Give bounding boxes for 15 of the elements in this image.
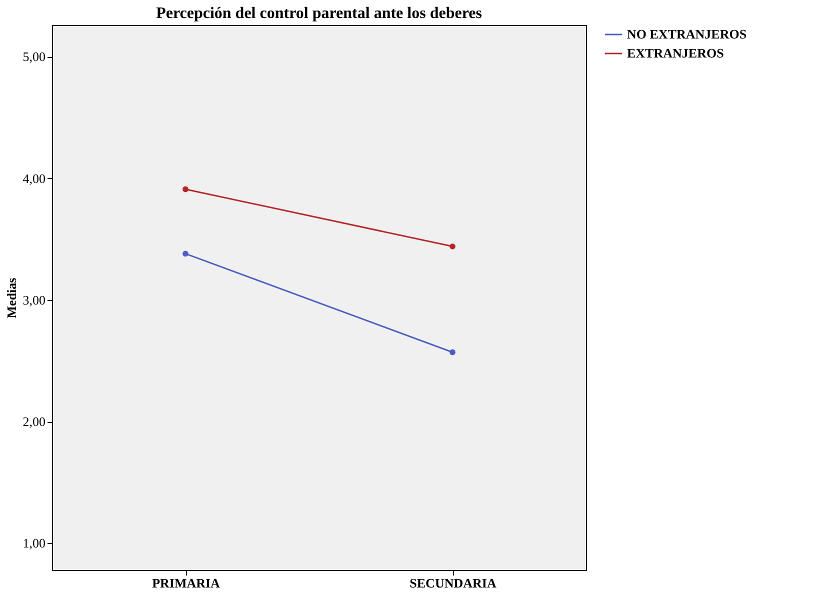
point [450, 349, 456, 356]
chart-title: Percepción del control parental ante los deberes [156, 5, 482, 22]
legend-label: EXTRANJEROS [627, 46, 724, 60]
y-axis-title: Medias [4, 278, 19, 318]
y-tick-label: 3,00 [22, 292, 46, 308]
y-tick-label: 2,00 [22, 414, 46, 430]
x-tick-label: PRIMARIA [152, 576, 221, 590]
point [450, 243, 456, 250]
legend-label: NO EXTRANJEROS [627, 26, 747, 42]
y-tick-label: 1,00 [22, 536, 46, 551]
x-tick-label: SECUNDARIA [410, 576, 497, 590]
point [182, 250, 188, 257]
y-tick-label: 5,00 [22, 49, 46, 64]
point [182, 186, 188, 192]
y-tick-label: 4,00 [22, 170, 46, 186]
